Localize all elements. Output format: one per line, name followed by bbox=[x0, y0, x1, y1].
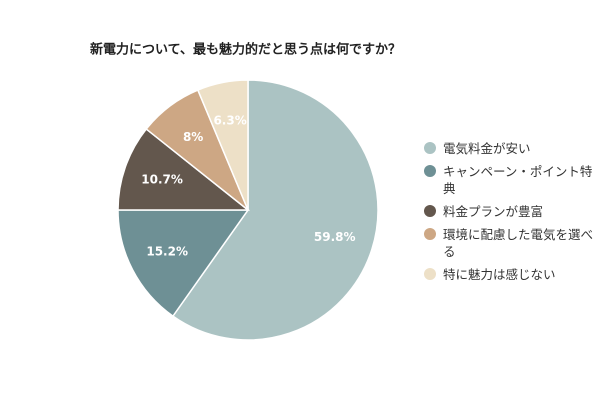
legend-item: 特に魅力は感じない bbox=[424, 266, 596, 283]
data-label: 8% bbox=[183, 130, 203, 144]
legend-item: キャンペーン・ポイント特典 bbox=[424, 163, 596, 197]
legend-swatch bbox=[424, 228, 436, 240]
legend-swatch bbox=[424, 268, 436, 280]
legend-label: 特に魅力は感じない bbox=[443, 267, 556, 282]
pie-slice bbox=[196, 79, 249, 211]
legend-label: キャンペーン・ポイント特典 bbox=[443, 164, 593, 196]
data-label: 10.7% bbox=[141, 172, 183, 186]
pie-slice bbox=[117, 209, 250, 318]
legend-label: 電気料金が安い bbox=[443, 141, 531, 156]
pie-slice bbox=[117, 127, 251, 211]
legend-item: 電気料金が安い bbox=[424, 140, 596, 157]
legend-item: 環境に配慮した電気を選べる bbox=[424, 226, 596, 260]
data-label: 15.2% bbox=[146, 244, 188, 258]
legend-swatch bbox=[424, 142, 436, 154]
legend-swatch bbox=[424, 165, 436, 177]
legend: 電気料金が安いキャンペーン・ポイント特典料金プランが豊富環境に配慮した電気を選べ… bbox=[424, 140, 596, 289]
legend-swatch bbox=[424, 205, 436, 217]
legend-item: 料金プランが豊富 bbox=[424, 203, 596, 220]
chart-title: 新電力について、最も魅力的だと思う点は何ですか？ bbox=[90, 42, 401, 58]
legend-label: 料金プランが豊富 bbox=[443, 204, 544, 219]
data-label: 6.3% bbox=[213, 113, 246, 127]
data-label: 59.8% bbox=[314, 230, 356, 244]
legend-label: 環境に配慮した電気を選べる bbox=[443, 227, 594, 259]
pie-slice bbox=[171, 79, 379, 341]
